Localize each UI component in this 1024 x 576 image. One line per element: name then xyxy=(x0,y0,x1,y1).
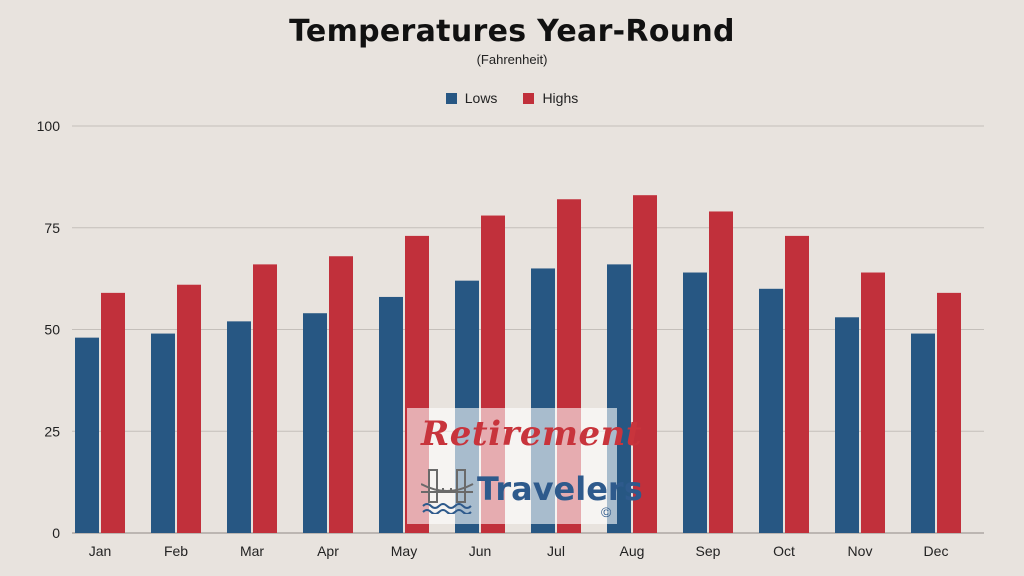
y-tick-label: 75 xyxy=(44,220,60,236)
legend-item-lows: Lows xyxy=(445,90,498,106)
y-tick-label: 100 xyxy=(37,118,61,134)
x-tick-label: Jan xyxy=(89,543,112,559)
bar-highs-mar xyxy=(253,264,277,533)
x-tick-label: Aug xyxy=(620,543,645,559)
bar-highs-sep xyxy=(709,211,733,533)
legend-item-highs: Highs xyxy=(523,90,578,106)
bar-highs-dec xyxy=(937,292,961,533)
x-axis-ticks: Jan Feb Mar Apr May Jun Jul Aug Sep Oct Nov Dec xyxy=(89,543,949,559)
bar-lows-sep xyxy=(683,272,707,533)
y-tick-label: 50 xyxy=(44,322,60,338)
x-tick-label: Apr xyxy=(317,543,339,559)
legend-label-lows: Lows xyxy=(464,90,498,106)
bar-lows-feb xyxy=(151,333,175,533)
bar-lows-nov xyxy=(835,317,859,533)
x-tick-label: Nov xyxy=(848,543,873,559)
bar-lows-dec xyxy=(911,333,935,533)
bar-lows-oct xyxy=(759,288,783,533)
y-tick-label: 25 xyxy=(44,423,60,439)
x-tick-label: Jul xyxy=(547,543,565,559)
bar-highs-feb xyxy=(177,284,201,533)
bar-lows-jan xyxy=(75,337,99,533)
legend-label-highs: Highs xyxy=(542,90,579,106)
legend-swatch-lows xyxy=(445,92,457,104)
legend: Lows Highs xyxy=(0,90,1024,106)
bar-highs-nov xyxy=(861,272,885,533)
bar-highs-aug xyxy=(633,195,657,533)
watermark-line2: Travelers xyxy=(477,470,643,508)
chart-title: Temperatures Year-Round xyxy=(289,14,735,49)
x-tick-label: Dec xyxy=(924,543,949,559)
bar-lows-mar xyxy=(227,321,251,533)
x-tick-label: May xyxy=(391,543,417,559)
x-tick-label: Sep xyxy=(696,543,721,559)
chart-subtitle: (Fahrenheit) xyxy=(476,52,548,67)
y-tick-label: 0 xyxy=(52,525,60,541)
watermark-line1: Retirement xyxy=(421,414,643,454)
legend-swatch-highs xyxy=(523,92,535,104)
watermark-logo: Retirement Travelers © xyxy=(407,408,643,524)
bar-lows-apr xyxy=(303,313,327,533)
bar-highs-apr xyxy=(329,256,353,533)
bar-highs-jan xyxy=(101,292,125,533)
bar-highs-oct xyxy=(785,235,809,533)
x-tick-label: Mar xyxy=(240,543,264,559)
x-tick-label: Jun xyxy=(469,543,492,559)
copyright-symbol: © xyxy=(601,504,612,520)
bar-lows-may xyxy=(379,296,403,533)
x-tick-label: Oct xyxy=(773,543,795,559)
y-axis-ticks: 0 25 50 75 100 xyxy=(37,118,61,541)
bridge-icon xyxy=(421,469,474,514)
x-tick-label: Feb xyxy=(164,543,188,559)
